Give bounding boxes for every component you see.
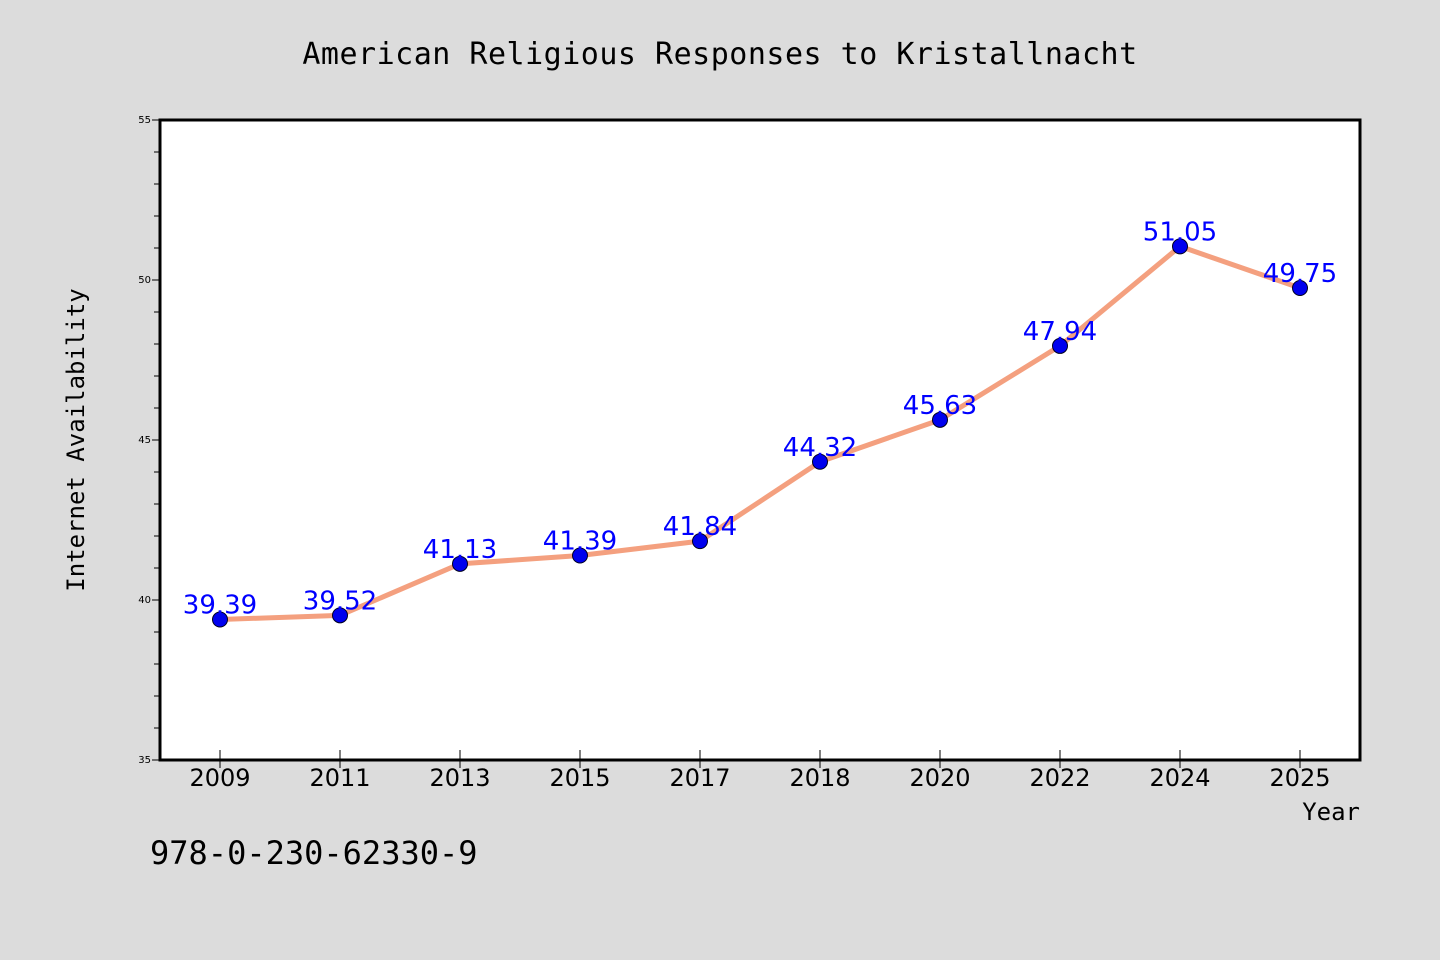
data-point <box>812 453 828 470</box>
data-label: 41.39 <box>543 527 617 557</box>
x-tick-label: 2020 <box>909 764 970 792</box>
y-axis-label: Internet Availability <box>62 288 90 591</box>
x-axis-label: Year <box>1302 798 1360 826</box>
x-tick-label: 2015 <box>549 764 610 792</box>
x-axis: 2009 2011 2013 2015 2017 2018 2020 2022 2024 2025 <box>189 750 1331 792</box>
y-tick-label: 40 <box>138 595 151 606</box>
x-tick-label: 2013 <box>429 764 490 792</box>
chart-title: American Religious Responses to Kristall… <box>302 37 1137 72</box>
data-label: 47.94 <box>1023 317 1097 347</box>
data-label: 49.75 <box>1263 259 1337 289</box>
y-tick-label: 55 <box>138 115 151 126</box>
x-tick-label: 2017 <box>669 764 730 792</box>
data-label: 41.13 <box>423 535 497 565</box>
data-point <box>692 533 708 550</box>
data-label: 41.84 <box>663 512 737 542</box>
x-tick-label: 2025 <box>1269 764 1330 792</box>
data-point <box>212 611 228 628</box>
x-tick-label: 2009 <box>189 764 250 792</box>
data-point <box>572 547 588 564</box>
x-tick-label: 2011 <box>309 764 370 792</box>
plot-frame <box>158 118 1362 762</box>
y-tick-label: 50 <box>138 275 151 286</box>
data-label: 39.52 <box>303 586 377 616</box>
x-tick-label: 2018 <box>789 764 850 792</box>
data-label: 45.63 <box>903 391 977 421</box>
data-label: 39.39 <box>183 591 257 621</box>
data-point <box>1052 337 1068 354</box>
series-line <box>217 243 1303 623</box>
series-layer: 39.39 39.52 41.13 41.39 41.84 44.32 45.63 47.94… <box>183 217 1337 628</box>
y-tick-label: 45 <box>138 435 151 446</box>
plot-area <box>160 120 1360 760</box>
data-label: 44.32 <box>783 433 857 463</box>
data-point <box>452 555 468 572</box>
data-label: 51.05 <box>1143 217 1217 247</box>
x-tick-label: 2022 <box>1029 764 1090 792</box>
data-point <box>1172 238 1188 255</box>
y-tick-label: 35 <box>138 755 151 766</box>
data-point <box>932 411 948 428</box>
x-tick-label: 2024 <box>1149 764 1210 792</box>
footer-isbn: 978-0-230-62330-9 <box>150 834 478 872</box>
data-point <box>1292 280 1308 296</box>
data-point <box>332 607 348 624</box>
